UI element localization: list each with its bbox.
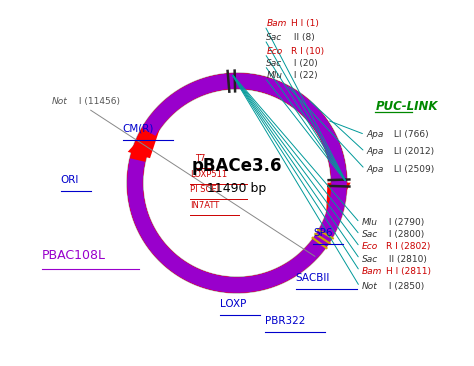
Polygon shape: [127, 73, 246, 293]
Polygon shape: [127, 73, 346, 293]
Text: PI SCEI: PI SCEI: [190, 186, 219, 194]
Text: LI (766): LI (766): [391, 130, 428, 139]
Text: Sac: Sac: [362, 230, 378, 239]
Text: T7: T7: [195, 154, 206, 163]
Text: SACBII: SACBII: [296, 273, 330, 283]
Text: IN7ATT: IN7ATT: [190, 201, 219, 210]
Text: R I (2802): R I (2802): [386, 243, 430, 251]
Text: LOXP: LOXP: [220, 299, 246, 309]
Polygon shape: [245, 74, 347, 180]
Text: Apa: Apa: [367, 165, 384, 173]
Text: Bam: Bam: [362, 267, 382, 276]
Text: Mlu: Mlu: [266, 71, 283, 80]
Text: H I (1): H I (1): [291, 19, 319, 29]
Polygon shape: [325, 183, 351, 234]
Text: 11490 bp: 11490 bp: [207, 182, 266, 195]
Text: I (2790): I (2790): [386, 218, 424, 227]
Text: Sac: Sac: [266, 33, 283, 42]
Polygon shape: [127, 73, 347, 293]
Polygon shape: [128, 109, 166, 158]
Text: II (2810): II (2810): [386, 255, 427, 264]
Text: R I (10): R I (10): [291, 47, 324, 56]
Text: Bam: Bam: [266, 19, 287, 29]
Text: Sac: Sac: [362, 255, 378, 264]
Text: pBACe3.6: pBACe3.6: [192, 157, 282, 175]
Text: SP6: SP6: [313, 228, 333, 238]
Text: I (2850): I (2850): [386, 282, 424, 291]
Text: CM(R): CM(R): [123, 123, 154, 134]
Text: Eco: Eco: [266, 47, 283, 56]
Text: PBR322: PBR322: [264, 316, 305, 326]
Text: I (11456): I (11456): [76, 97, 120, 106]
Polygon shape: [127, 73, 347, 293]
Text: Apa: Apa: [367, 147, 384, 156]
Text: Apa: Apa: [367, 130, 384, 139]
Text: I (2800): I (2800): [386, 230, 424, 239]
Text: Sac: Sac: [266, 59, 283, 68]
Text: I (20): I (20): [291, 59, 318, 68]
Text: Not: Not: [52, 97, 68, 106]
Polygon shape: [127, 73, 347, 292]
Text: PBAC108L: PBAC108L: [42, 249, 106, 262]
Text: ORI: ORI: [61, 175, 79, 184]
Text: Not: Not: [362, 282, 377, 291]
Text: H I (2811): H I (2811): [386, 267, 431, 276]
Text: PUC-LINK: PUC-LINK: [375, 100, 438, 113]
Text: LI (2509): LI (2509): [391, 165, 434, 173]
Text: Mlu: Mlu: [362, 218, 377, 227]
Text: Eco: Eco: [362, 243, 378, 251]
Text: LOXP511: LOXP511: [190, 170, 228, 179]
Text: I (22): I (22): [291, 71, 317, 80]
Text: II (8): II (8): [291, 33, 314, 42]
Text: LI (2012): LI (2012): [391, 147, 434, 156]
